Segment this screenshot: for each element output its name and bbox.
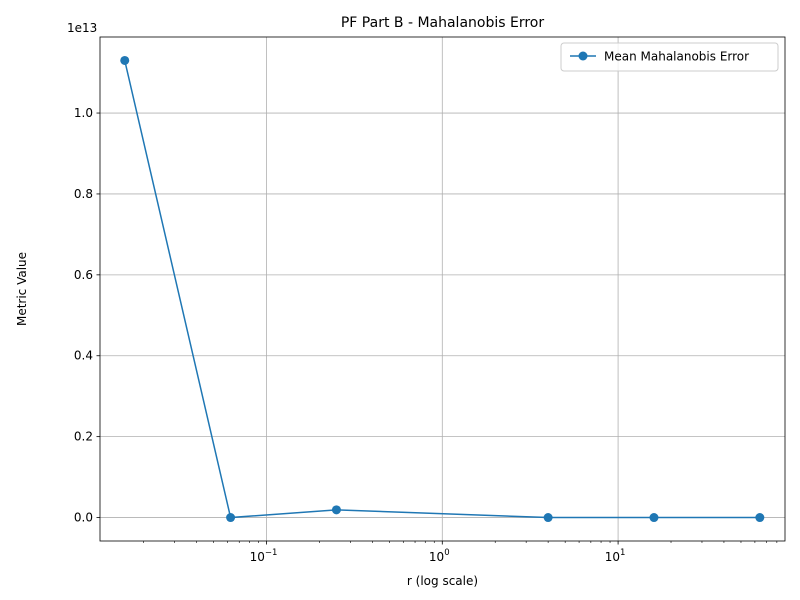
y-tick-label: 1.0 [74, 106, 93, 120]
data-point [543, 513, 553, 523]
y-offset-text: 1e13 [67, 21, 97, 35]
tick-layer: 10−1 100 101 0.0 0.2 0.4 0.6 0.8 1.0 [74, 106, 778, 564]
series-layer [120, 55, 765, 523]
legend: Mean Mahalanobis Error [560, 42, 779, 72]
x-tick-label: 10−1 [250, 548, 278, 564]
y-tick-label: 0.6 [74, 268, 93, 282]
y-tick-label: 0.2 [74, 430, 93, 444]
data-point [331, 505, 341, 515]
data-point [755, 513, 765, 523]
data-point [226, 513, 236, 523]
chart-title: PF Part B - Mahalanobis Error [341, 15, 544, 31]
y-tick-label: 0.8 [74, 187, 93, 201]
legend-box [560, 42, 779, 72]
data-point [649, 513, 659, 523]
grid-layer [100, 37, 785, 541]
x-tick-label: 100 [429, 548, 450, 564]
legend-marker-swatch [578, 51, 588, 61]
legend-entry-label: Mean Mahalanobis Error [604, 50, 749, 64]
series-line [124, 60, 760, 519]
x-axis-label: r (log scale) [407, 574, 478, 588]
x-tick-label: 101 [605, 548, 626, 564]
y-axis-label: Metric Value [15, 252, 29, 326]
y-tick-label: 0.0 [74, 511, 93, 525]
data-point [120, 55, 130, 65]
y-tick-label: 0.4 [74, 349, 93, 363]
